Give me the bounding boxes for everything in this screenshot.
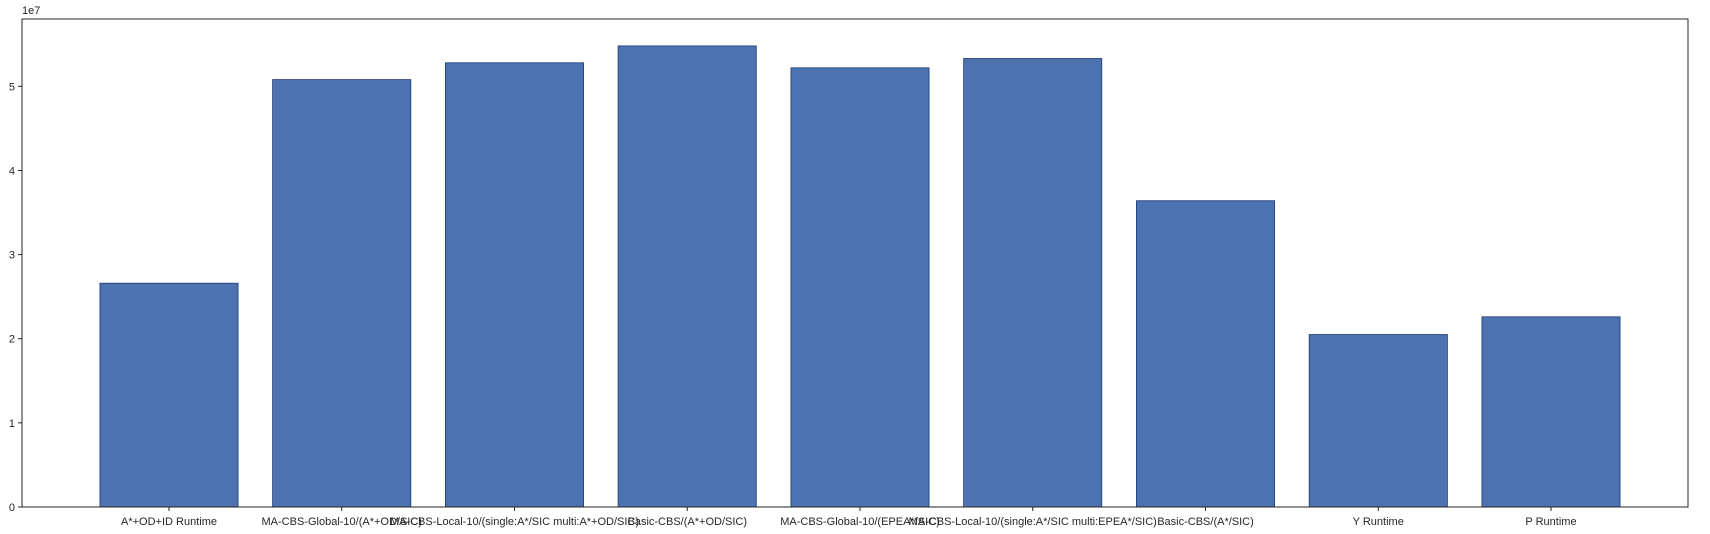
bar bbox=[99, 282, 239, 508]
bar bbox=[1136, 200, 1276, 508]
x-tick-label: Basic-CBS/(A*/SIC) bbox=[1157, 516, 1254, 528]
bar bbox=[963, 58, 1103, 508]
bar bbox=[272, 79, 412, 508]
bar bbox=[1308, 334, 1448, 508]
x-tick-label: MA-CBS-Global-10/(A*+OD/SIC) bbox=[262, 516, 422, 528]
bar bbox=[617, 45, 757, 508]
x-tick-label: MA-CBS-Global-10/(EPEA*/SIC) bbox=[780, 516, 940, 528]
bar bbox=[1481, 316, 1621, 508]
x-tick-label: Basic-CBS/(A*+OD/SIC) bbox=[628, 516, 748, 528]
x-tick-label: P Runtime bbox=[1525, 516, 1576, 528]
y-tick-label: 4 bbox=[9, 165, 15, 177]
y-tick-label: 5 bbox=[9, 81, 15, 93]
bar bbox=[790, 67, 930, 508]
x-tick-label: MA-CBS-Local-10/(single:A*/SIC multi:A*+… bbox=[390, 516, 639, 528]
bar bbox=[444, 62, 584, 508]
x-axis: A*+OD+ID Runtime MA-CBS-Global-10/(A*+OD/… bbox=[121, 507, 1577, 528]
x-tick-label: A*+OD+ID Runtime bbox=[121, 516, 217, 528]
plot-frame bbox=[21, 18, 1689, 508]
y-tick-label: 0 bbox=[9, 502, 15, 514]
y-tick-label: 3 bbox=[9, 250, 15, 262]
y-tick-label: 2 bbox=[9, 334, 15, 346]
y-axis-offset-label: 1e7 bbox=[22, 5, 40, 17]
y-axis: 0 1 2 3 4 5 bbox=[9, 81, 22, 514]
x-tick-label: MA-CBS-Local-10/(single:A*/SIC multi:EPE… bbox=[909, 516, 1157, 528]
x-tick-label: Y Runtime bbox=[1353, 516, 1404, 528]
bars-group bbox=[99, 45, 1621, 508]
y-tick-label: 1 bbox=[9, 418, 15, 430]
